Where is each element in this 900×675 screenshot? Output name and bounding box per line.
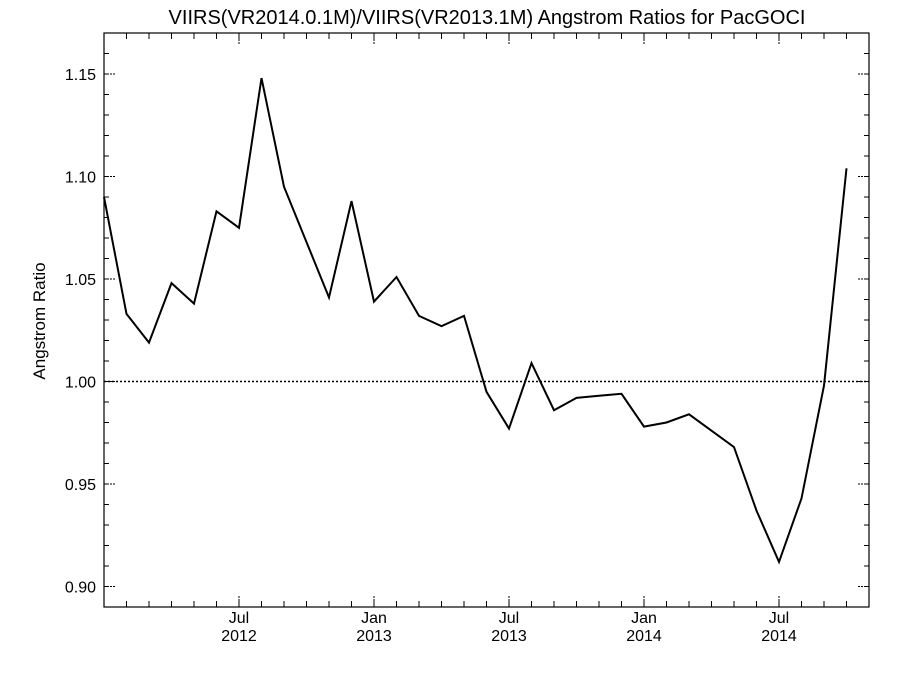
y-tick-label: 1.05 bbox=[65, 272, 96, 289]
x-tick-label-year: 2014 bbox=[761, 628, 797, 645]
axis-ticks: 0.900.951.001.051.101.15Jul2012Jan2013Ju… bbox=[65, 32, 870, 645]
y-tick-label: 1.10 bbox=[65, 170, 96, 187]
plot-frame bbox=[103, 32, 870, 608]
x-tick-label-year: 2014 bbox=[626, 628, 662, 645]
x-tick-label-year: 2012 bbox=[221, 628, 257, 645]
series-line bbox=[103, 77, 848, 565]
y-tick-label: 1.15 bbox=[65, 67, 96, 84]
x-tick-label-month: Jul bbox=[499, 610, 519, 627]
chart-title: VIIRS(VR2014.0.1M)/VIIRS(VR2013.1M) Angs… bbox=[169, 7, 806, 29]
x-tick-label-year: 2013 bbox=[356, 628, 392, 645]
x-tick-label-month: Jul bbox=[229, 610, 249, 627]
y-tick-label: 0.90 bbox=[65, 580, 96, 597]
y-tick-label: 0.95 bbox=[65, 477, 96, 494]
x-tick-label-month: Jul bbox=[769, 610, 789, 627]
series-layer bbox=[103, 77, 848, 565]
y-axis-label: Angstrom Ratio bbox=[30, 262, 49, 379]
x-tick-label-month: Jan bbox=[361, 610, 387, 627]
y-tick-label: 1.00 bbox=[65, 375, 96, 392]
x-tick-label-year: 2013 bbox=[491, 628, 527, 645]
x-tick-label-month: Jan bbox=[631, 610, 657, 627]
